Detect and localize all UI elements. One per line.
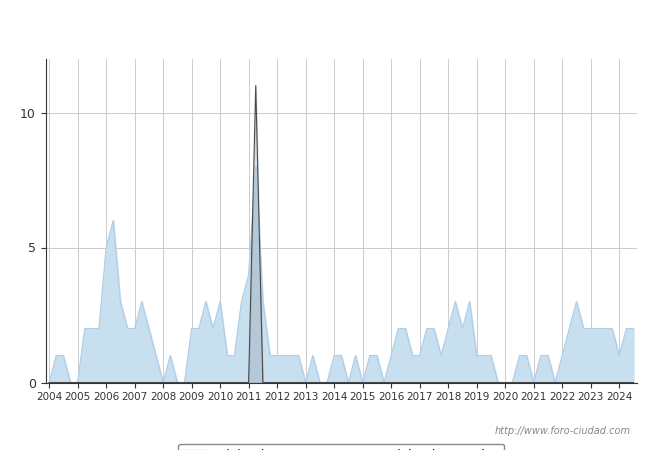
Text: http://www.foro-ciudad.com: http://www.foro-ciudad.com [495, 427, 630, 436]
Legend: Viviendas Nuevas, Viviendas Usadas: Viviendas Nuevas, Viviendas Usadas [178, 444, 504, 450]
Text: Hornos - Evolucion del Nº de Transacciones Inmobiliarias: Hornos - Evolucion del Nº de Transaccion… [108, 19, 542, 35]
